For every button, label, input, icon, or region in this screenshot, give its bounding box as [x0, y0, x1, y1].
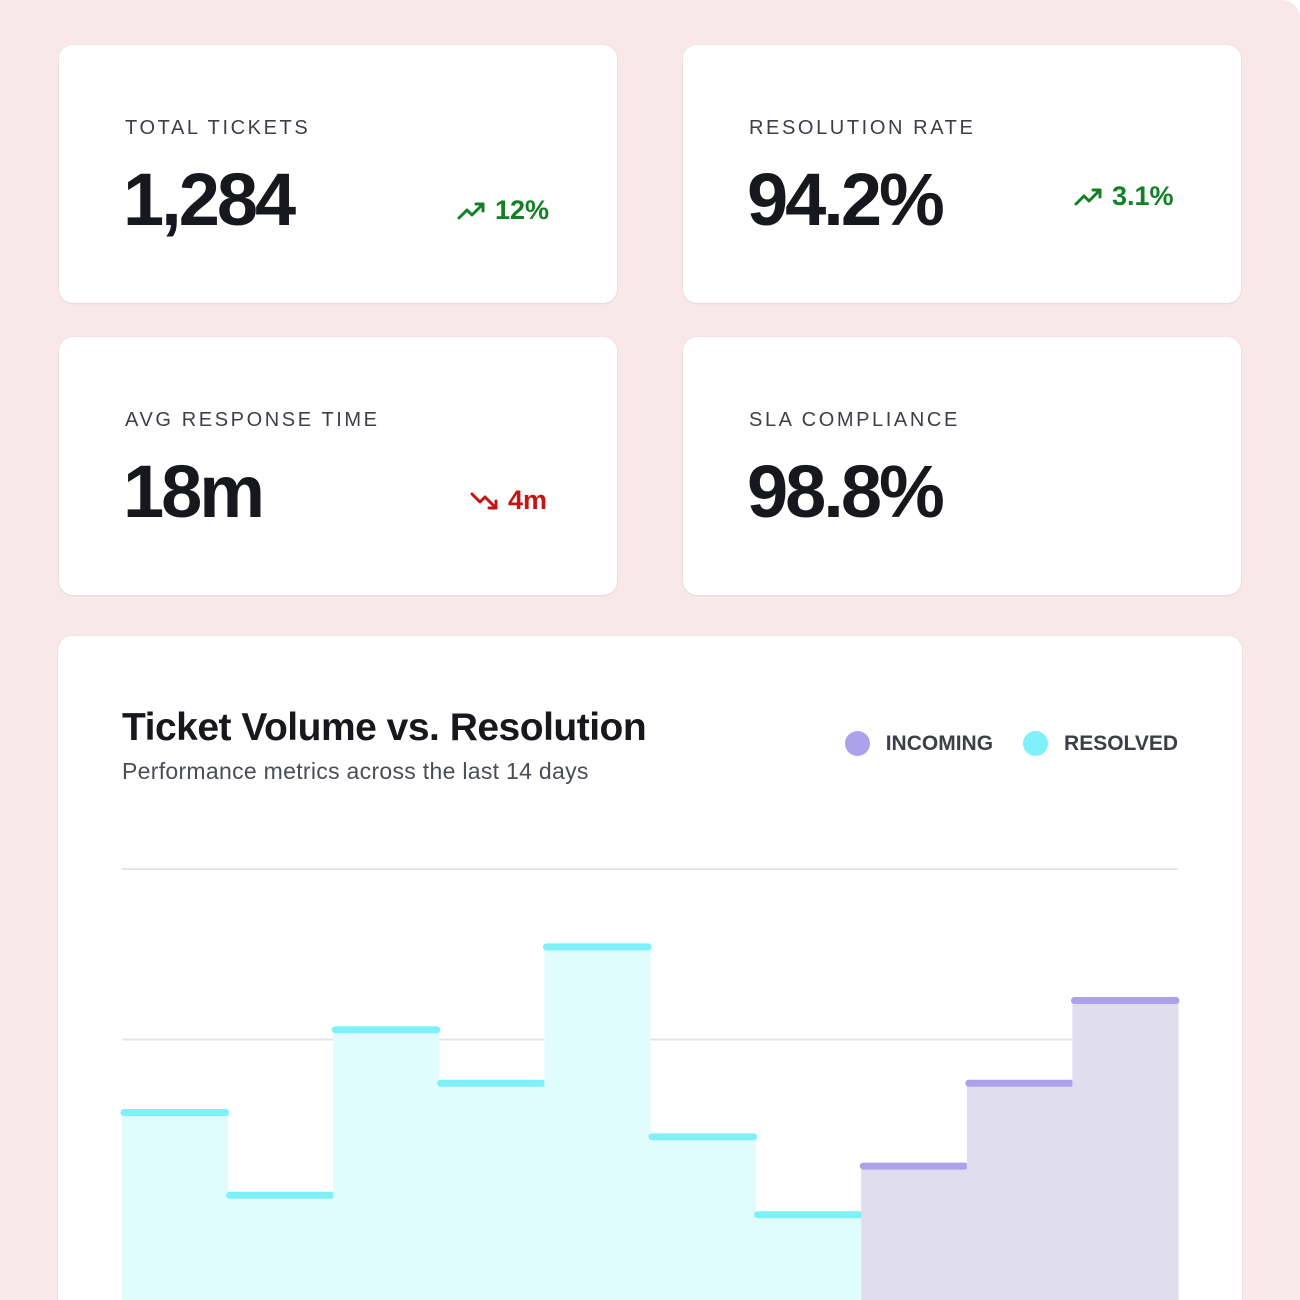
legend-label: RESOLVED [1064, 731, 1178, 755]
kpi-card-avg-response-time: AVG RESPONSE TIME 18m 4m [59, 337, 617, 595]
kpi-delta: 4m [470, 485, 547, 516]
resolved-area-step [333, 1029, 440, 1300]
incoming-area-step [1072, 1000, 1179, 1300]
kpi-delta: 3.1% [1074, 181, 1174, 212]
trending-up-icon [1074, 188, 1102, 205]
kpi-label: AVG RESPONSE TIME [125, 409, 380, 431]
kpi-value: 18m [123, 450, 265, 533]
chart-legend: INCOMING RESOLVED [844, 731, 1178, 756]
kpi-delta-value: 4m [508, 485, 548, 515]
chart-title: Ticket Volume vs. Resolution [122, 706, 647, 749]
resolved-area-step [227, 1195, 334, 1300]
incoming-area-step [861, 1166, 968, 1300]
kpi-card-total-tickets: TOTAL TICKETS 1,284 12% [59, 45, 617, 303]
kpi-label: SLA COMPLIANCE [749, 409, 960, 431]
chart-subtitle: Performance metrics across the last 14 d… [122, 758, 589, 784]
kpi-value: 94.2% [747, 158, 945, 241]
trending-down-icon [470, 492, 498, 509]
legend-swatch-incoming [844, 731, 870, 756]
resolved-area-step [438, 1083, 545, 1300]
resolved-area-step [122, 1112, 229, 1300]
kpi-delta-value: 12% [495, 195, 550, 225]
kpi-label: RESOLUTION RATE [749, 117, 976, 139]
chart-card: Ticket Volume vs. Resolution Performance… [58, 636, 1242, 1300]
chart-plot [120, 868, 1180, 1300]
legend-swatch-resolved [1023, 731, 1049, 756]
kpi-card-resolution-rate: RESOLUTION RATE 94.2% 3.1% [683, 45, 1241, 303]
kpi-delta: 12% [457, 195, 549, 226]
trending-up-icon [457, 202, 485, 219]
kpi-label: TOTAL TICKETS [125, 117, 311, 139]
kpi-card-sla-compliance: SLA COMPLIANCE 98.8% [683, 337, 1241, 595]
incoming-area-step [966, 1083, 1073, 1300]
resolved-area-step [650, 1136, 757, 1300]
legend-label: INCOMING [885, 731, 994, 755]
kpi-value: 98.8% [747, 450, 945, 533]
legend-item-incoming[interactable]: INCOMING [844, 731, 994, 756]
resolved-area-step [544, 946, 651, 1300]
resolved-area-step [755, 1214, 862, 1300]
kpi-delta-value: 3.1% [1112, 181, 1174, 211]
legend-item-resolved[interactable]: RESOLVED [1023, 731, 1178, 756]
kpi-value: 1,284 [123, 158, 296, 241]
